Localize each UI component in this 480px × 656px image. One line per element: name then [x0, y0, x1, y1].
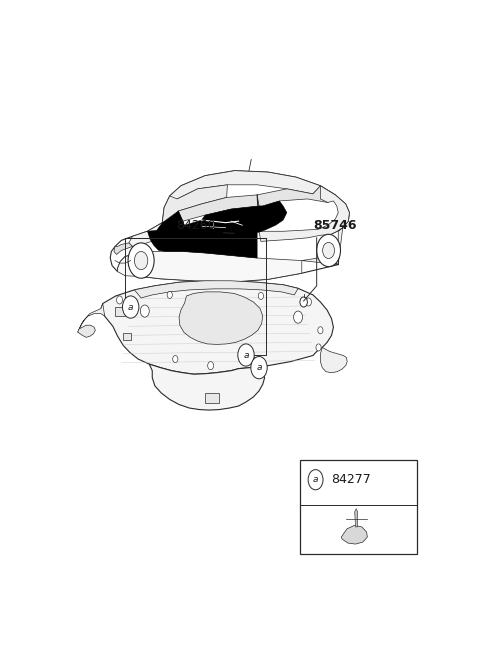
- Circle shape: [305, 298, 312, 306]
- Polygon shape: [178, 195, 259, 221]
- Polygon shape: [110, 171, 349, 282]
- Circle shape: [300, 297, 307, 307]
- Text: a: a: [128, 302, 133, 312]
- Circle shape: [308, 470, 323, 490]
- Circle shape: [128, 243, 154, 278]
- Circle shape: [173, 356, 178, 363]
- Circle shape: [318, 327, 323, 334]
- Circle shape: [134, 251, 148, 270]
- Circle shape: [251, 357, 267, 379]
- Text: 84277: 84277: [332, 473, 372, 486]
- Polygon shape: [101, 281, 334, 374]
- Circle shape: [251, 357, 256, 364]
- Polygon shape: [134, 281, 298, 298]
- Polygon shape: [78, 325, 96, 337]
- Polygon shape: [355, 509, 358, 527]
- Circle shape: [117, 296, 122, 304]
- Polygon shape: [149, 364, 264, 410]
- Polygon shape: [147, 201, 287, 258]
- Bar: [205, 393, 219, 403]
- Polygon shape: [118, 251, 302, 282]
- Circle shape: [238, 344, 254, 366]
- Polygon shape: [259, 186, 349, 264]
- Polygon shape: [321, 348, 347, 373]
- Circle shape: [208, 361, 214, 370]
- Circle shape: [316, 344, 321, 351]
- Polygon shape: [341, 525, 367, 544]
- Text: 84260: 84260: [176, 218, 216, 232]
- Circle shape: [323, 242, 335, 258]
- Polygon shape: [78, 304, 105, 333]
- Circle shape: [122, 296, 139, 318]
- Text: a: a: [243, 350, 249, 359]
- Polygon shape: [179, 292, 263, 344]
- Polygon shape: [257, 186, 335, 206]
- Bar: [123, 333, 132, 340]
- Bar: [300, 460, 417, 554]
- Circle shape: [294, 311, 302, 323]
- Circle shape: [317, 234, 340, 266]
- Text: a: a: [256, 363, 262, 372]
- Polygon shape: [170, 171, 321, 205]
- Circle shape: [140, 305, 149, 317]
- Polygon shape: [114, 243, 132, 255]
- Bar: [115, 307, 125, 316]
- Text: a: a: [313, 475, 318, 484]
- Polygon shape: [162, 185, 228, 224]
- Circle shape: [258, 293, 264, 299]
- Polygon shape: [129, 211, 183, 247]
- Text: 85746: 85746: [313, 218, 357, 232]
- Circle shape: [167, 291, 172, 298]
